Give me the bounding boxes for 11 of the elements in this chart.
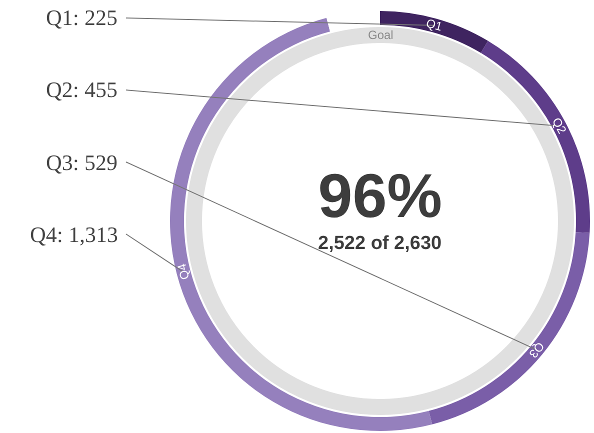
- slice-label: Q4: [174, 262, 192, 282]
- slice-label: Q3: [526, 339, 548, 361]
- text: 2,522 of 2,630: [318, 233, 442, 254]
- text: 96%: [318, 162, 442, 231]
- text: Goal: [368, 28, 394, 42]
- text: Q2: 455: [46, 77, 118, 102]
- slice-label: Q1: [424, 16, 444, 34]
- text: Q4: 1,313: [30, 222, 118, 247]
- slice-label: Q2: [549, 115, 570, 136]
- text: Q1: 225: [46, 5, 118, 30]
- text: Q3: 529: [46, 150, 118, 175]
